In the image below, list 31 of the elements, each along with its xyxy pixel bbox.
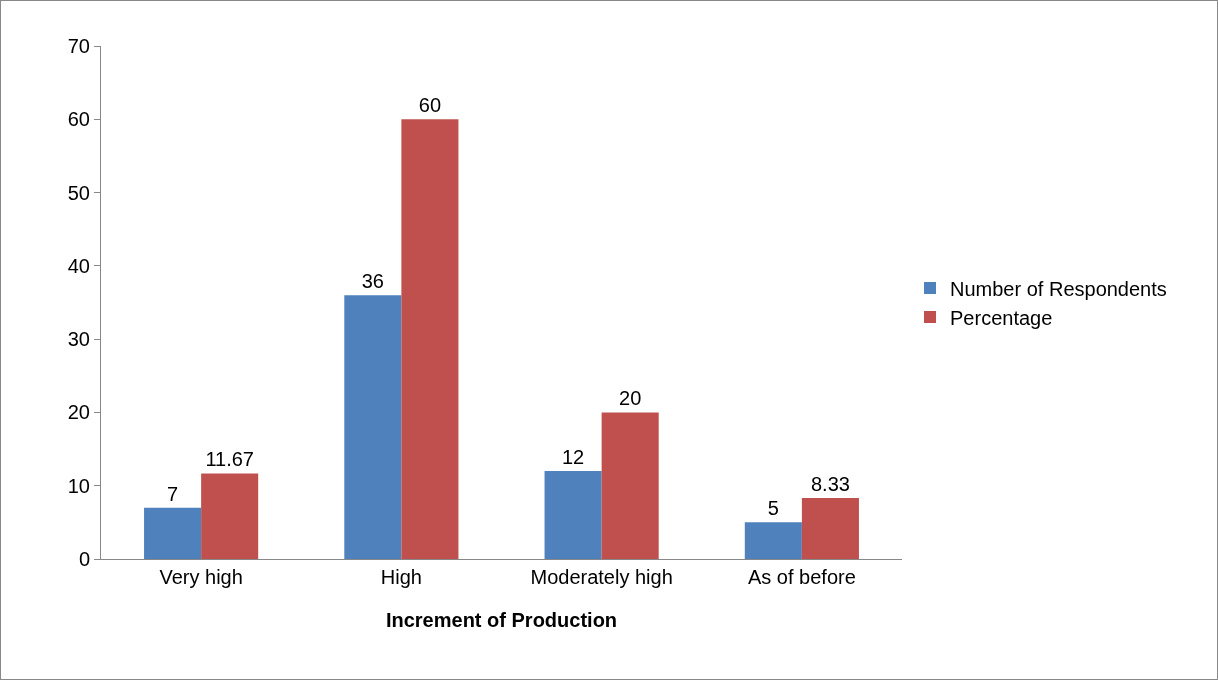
y-tick-label: 30 — [67, 328, 90, 351]
y-tick-label: 40 — [67, 254, 90, 277]
data-label: 5 — [767, 497, 779, 520]
data-label: 12 — [561, 446, 585, 469]
data-label: 20 — [619, 387, 642, 410]
bar — [344, 295, 402, 559]
x-tick-label: Very high — [159, 566, 243, 588]
bar — [544, 471, 602, 559]
bar — [201, 473, 259, 559]
bar — [401, 119, 459, 559]
data-label: 8.33 — [810, 472, 850, 495]
data-label: 60 — [418, 94, 442, 117]
y-tick-label: 10 — [67, 474, 90, 497]
bar — [144, 507, 202, 559]
data-label: 11.67 — [205, 448, 254, 471]
legend-label: Number of Respondents — [950, 277, 1167, 300]
bar — [744, 522, 802, 559]
y-tick-label: 50 — [67, 181, 90, 204]
x-axis-title: Increment of Production — [385, 608, 618, 631]
x-tick-label: As of before — [747, 566, 856, 588]
data-label: 36 — [361, 270, 384, 293]
x-tick-label: High — [380, 566, 422, 588]
y-tick-label: 70 — [67, 35, 90, 57]
data-label: 7 — [167, 482, 179, 505]
x-tick-label: Moderately high — [530, 566, 673, 588]
y-tick-label: 60 — [67, 108, 90, 131]
bar — [801, 497, 859, 559]
y-tick-label: 0 — [78, 548, 90, 570]
legend-label: Percentage — [950, 306, 1053, 329]
y-tick-label: 20 — [67, 401, 90, 424]
bar — [601, 412, 659, 559]
